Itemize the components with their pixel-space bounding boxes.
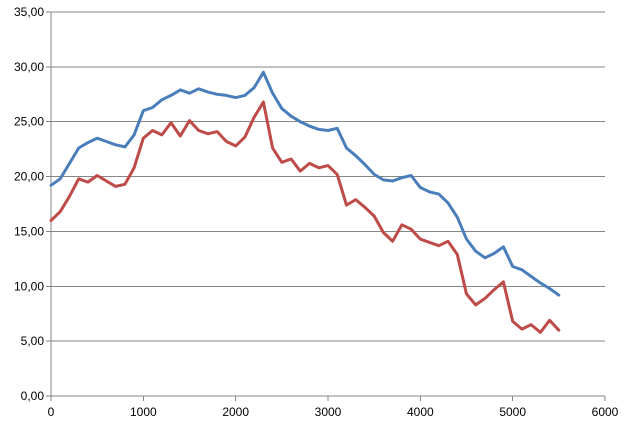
series-lines [49, 70, 561, 334]
y-tick-label-4: 20,00 [14, 170, 44, 184]
x-tick-label-2: 2000 [222, 405, 249, 419]
gridlines [51, 11, 605, 342]
y-tick-label-6: 30,00 [14, 60, 44, 74]
x-tick-labels: 0 1000 2000 3000 4000 5000 6000 [48, 405, 619, 419]
x-tick-label-3: 3000 [315, 405, 342, 419]
y-tick-label-1: 5,00 [21, 334, 45, 348]
y-tick-label-5: 25,00 [14, 115, 44, 129]
x-tick-label-4: 4000 [407, 405, 434, 419]
y-tick-label-0: 0,00 [21, 389, 45, 403]
x-tick-label-1: 1000 [130, 405, 157, 419]
y-tick-label-3: 15,00 [14, 224, 44, 238]
y-tick-labels: 0,00 5,00 10,00 15,00 20,00 25,00 30,00 35,00 [14, 5, 44, 403]
axes [46, 11, 606, 401]
series-line-2 [49, 100, 561, 334]
series-line-1 [49, 70, 561, 297]
y-tick-label-7: 35,00 [14, 5, 44, 19]
x-tick-label-0: 0 [48, 405, 55, 419]
x-tick-label-5: 5000 [499, 405, 526, 419]
y-tick-label-2: 10,00 [14, 279, 44, 293]
x-tick-label-6: 6000 [592, 405, 619, 419]
